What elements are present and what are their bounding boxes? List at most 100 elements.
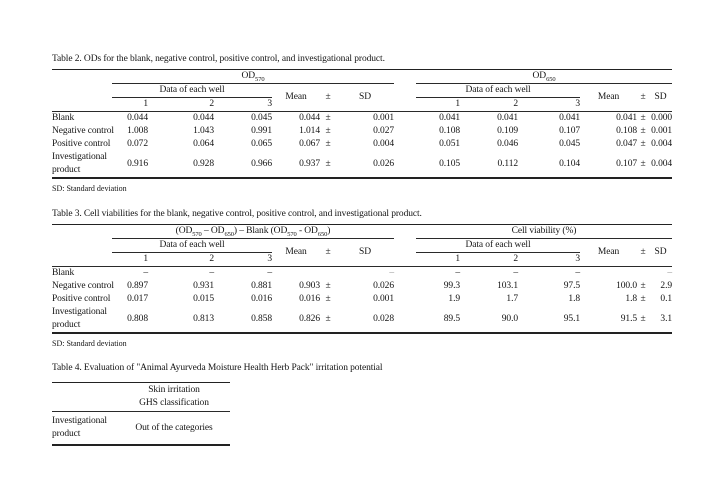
mean-value bbox=[272, 267, 320, 281]
well-value: 0.104 bbox=[518, 151, 580, 179]
pm-header: ± bbox=[320, 83, 336, 112]
pm-sign: ± bbox=[640, 126, 646, 136]
mean-value: 0.903 bbox=[299, 281, 320, 291]
mean-value: 0.107 bbox=[580, 151, 637, 179]
well-value: 0.897 bbox=[127, 281, 148, 291]
pm-sign: ± bbox=[640, 294, 646, 304]
pm-sign: ± bbox=[325, 294, 331, 304]
mean-value: 0.041 bbox=[616, 113, 638, 123]
od-table: OD570 OD650 Data of each well Mean ± SD … bbox=[52, 69, 672, 179]
sd-value: 0.004 bbox=[649, 151, 672, 179]
group-header-od650: OD650 bbox=[416, 69, 673, 84]
well-value: – bbox=[267, 268, 272, 278]
mean-header: Mean bbox=[272, 83, 320, 112]
group-gap bbox=[394, 224, 416, 239]
well-value: 0.041 bbox=[497, 113, 519, 123]
pm-sign: ± bbox=[640, 139, 646, 149]
well-value: 0.064 bbox=[193, 139, 214, 149]
well-value: 0.016 bbox=[251, 294, 272, 304]
wells-header: Data of each well bbox=[112, 238, 272, 253]
sd-value: 0.1 bbox=[660, 294, 672, 304]
well-col-header: 2 bbox=[148, 97, 214, 112]
wells-header: Data of each well bbox=[112, 83, 272, 98]
mean-value: 0.047 bbox=[616, 139, 638, 149]
mean-header: Mean bbox=[580, 238, 637, 267]
well-value: 1.7 bbox=[506, 294, 518, 304]
viability-table: (OD570 – OD650) – Blank (OD570 - OD650) … bbox=[52, 224, 672, 334]
group-header-od570: OD570 bbox=[112, 69, 395, 84]
row-label: Investigational product bbox=[52, 151, 112, 179]
corner-cell bbox=[52, 382, 118, 412]
well-col-header: 1 bbox=[112, 97, 148, 112]
sd-value: 0.004 bbox=[651, 139, 673, 149]
sd-value: 0.028 bbox=[336, 306, 394, 334]
pm-sign: ± bbox=[637, 306, 649, 334]
pm-sign bbox=[320, 267, 336, 281]
table2-section: Table 2. ODs for the blank, negative con… bbox=[52, 53, 692, 194]
table3-section: Table 3. Cell viabilities for the blank,… bbox=[52, 208, 692, 349]
sd-value: 0.001 bbox=[651, 126, 673, 136]
well-value: 0.065 bbox=[251, 139, 272, 149]
corner-cell bbox=[52, 69, 112, 84]
pm-sign: ± bbox=[325, 281, 331, 291]
well-col-header: 3 bbox=[518, 252, 580, 267]
well-value: 1.008 bbox=[127, 126, 148, 136]
classification-value: Out of the categories bbox=[118, 411, 230, 446]
well-value: – bbox=[455, 268, 460, 278]
well-value: 0.991 bbox=[251, 126, 272, 136]
wells-header: Data of each well bbox=[416, 83, 581, 98]
well-col-header: 3 bbox=[214, 252, 272, 267]
mean-value: 91.5 bbox=[580, 306, 637, 334]
mean-value: 0.044 bbox=[299, 113, 320, 123]
mean-value: 0.108 bbox=[616, 126, 638, 136]
row-label: Positive control bbox=[52, 294, 111, 304]
sd-value: 0.026 bbox=[373, 281, 394, 291]
pm-sign: ± bbox=[637, 151, 650, 179]
well-col-header: 2 bbox=[148, 252, 214, 267]
sd-value: – bbox=[389, 268, 394, 278]
sd-value: – bbox=[667, 268, 672, 278]
well-value: 1.8 bbox=[568, 294, 580, 304]
table4-title: Table 4. Evaluation of "Animal Ayurveda … bbox=[52, 363, 383, 373]
sd-footnote: SD: Standard deviation bbox=[52, 339, 127, 348]
sd-header: SD bbox=[336, 83, 395, 112]
pm-sign: ± bbox=[640, 113, 646, 123]
sd-value: 0.026 bbox=[336, 151, 394, 179]
row-label: Investigational product bbox=[52, 306, 112, 334]
pm-sign bbox=[637, 267, 649, 281]
skin-irritation-header-line2: GHS classification bbox=[139, 398, 209, 408]
well-value: – bbox=[209, 268, 214, 278]
well-value: 0.107 bbox=[559, 126, 581, 136]
well-value: 0.813 bbox=[148, 306, 214, 334]
pm-sign: ± bbox=[320, 306, 336, 334]
well-value: 0.045 bbox=[251, 113, 272, 123]
well-value: 1.043 bbox=[193, 126, 214, 136]
row-label: Investigational product bbox=[52, 411, 118, 446]
mean-header: Mean bbox=[580, 83, 638, 112]
mean-value: 0.067 bbox=[299, 139, 320, 149]
group-header-viability: Cell viability (%) bbox=[416, 224, 672, 239]
well-col-header: 3 bbox=[214, 97, 272, 112]
sd-header: SD bbox=[649, 83, 673, 112]
well-value: 0.017 bbox=[127, 294, 148, 304]
pm-sign: ± bbox=[320, 151, 336, 179]
well-value: 0.112 bbox=[460, 151, 518, 179]
well-value: 0.041 bbox=[439, 113, 461, 123]
irritation-table: Skin irritation GHS classification Inves… bbox=[52, 382, 230, 446]
sd-footnote: SD: Standard deviation bbox=[52, 184, 127, 193]
wells-header: Data of each well bbox=[416, 238, 580, 253]
sd-value: 0.001 bbox=[373, 113, 395, 123]
well-value: 0.044 bbox=[193, 113, 214, 123]
sd-value: 3.1 bbox=[649, 306, 672, 334]
well-value: 1.9 bbox=[448, 294, 460, 304]
pm-sign: ± bbox=[640, 281, 646, 291]
mean-value: 1.014 bbox=[299, 126, 320, 136]
corner-cell bbox=[52, 224, 112, 239]
well-value: 89.5 bbox=[416, 306, 460, 334]
table4-section: Table 4. Evaluation of "Animal Ayurveda … bbox=[52, 362, 692, 446]
well-value: 0.044 bbox=[127, 113, 148, 123]
mean-value bbox=[580, 267, 637, 281]
row-label: Negative control bbox=[52, 126, 114, 136]
skin-irritation-header-line1: Skin irritation bbox=[148, 385, 200, 395]
pm-header: ± bbox=[637, 83, 650, 112]
